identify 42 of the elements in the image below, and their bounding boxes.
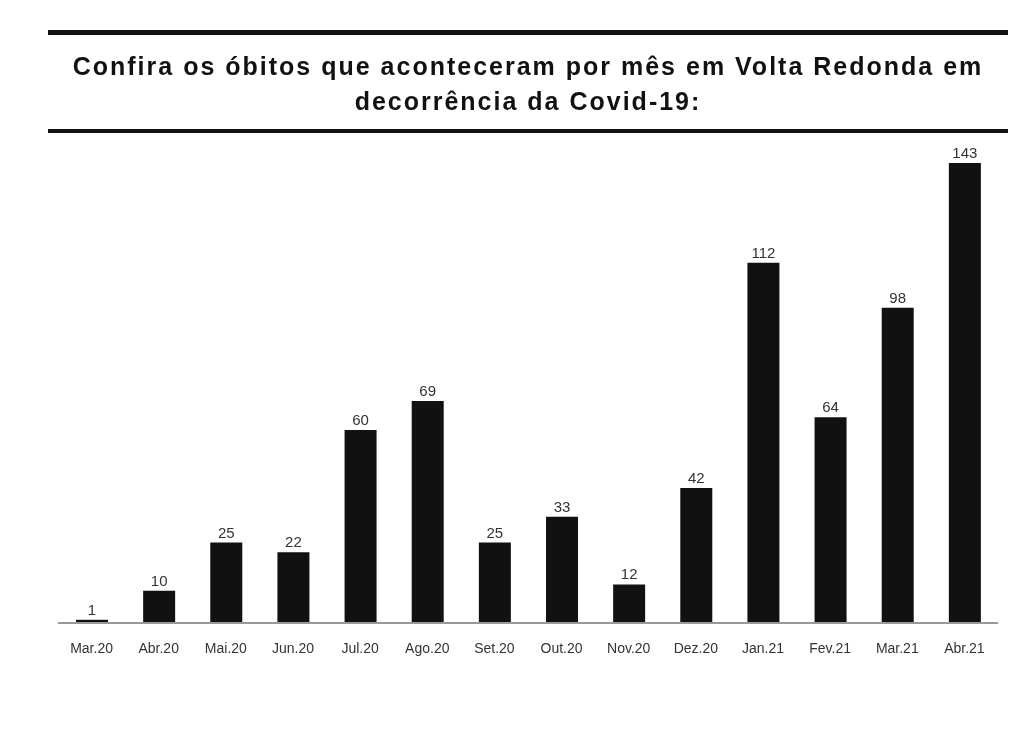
x-tick-label: Nov.20 [607,639,651,656]
data-label: 98 [889,288,907,306]
bar [277,552,310,623]
bar [478,542,511,623]
x-tick-label: Ago.20 [405,639,450,656]
data-label: 42 [687,468,705,486]
bar [411,401,444,623]
bar [143,590,176,623]
data-label: 60 [352,410,369,428]
data-label: 1 [87,600,97,618]
bar [948,163,981,623]
x-tick-label: Set.20 [474,639,515,656]
data-label: 10 [150,571,168,589]
data-label: 69 [419,382,437,400]
x-tick-label: Mar.21 [875,639,919,656]
bar [613,584,646,623]
bar [210,542,243,623]
x-tick-label: Abr.20 [138,639,180,656]
x-tick-label: Jul.20 [341,639,380,656]
data-label: 33 [553,497,571,515]
bar [814,417,847,623]
chart-title: Confira os óbitos que aconteceram por mês em Volta Redonda em decorrência da Covid-19: [48,30,1008,133]
bar [881,307,914,623]
bar [546,516,578,623]
bar [344,429,377,623]
x-tick-label: Out.20 [540,639,583,656]
x-tick-label: Mar.20 [70,639,114,656]
data-label: 12 [620,565,638,583]
data-label: 143 [952,144,978,161]
data-label: 25 [486,523,504,541]
data-label: 112 [751,243,776,261]
data-label: 22 [285,533,302,551]
x-tick-label: Mai.20 [204,639,248,656]
x-tick-label: Jun.20 [271,639,315,656]
bar [680,487,713,623]
data-label: 25 [217,523,235,541]
data-label: 64 [822,398,839,416]
x-tick-label: Fev.21 [809,639,852,656]
x-tick-label: Dez.20 [673,639,719,656]
x-tick-label: Abr.21 [944,639,985,656]
bar [747,262,780,623]
x-tick-label: Jan.21 [741,639,785,656]
